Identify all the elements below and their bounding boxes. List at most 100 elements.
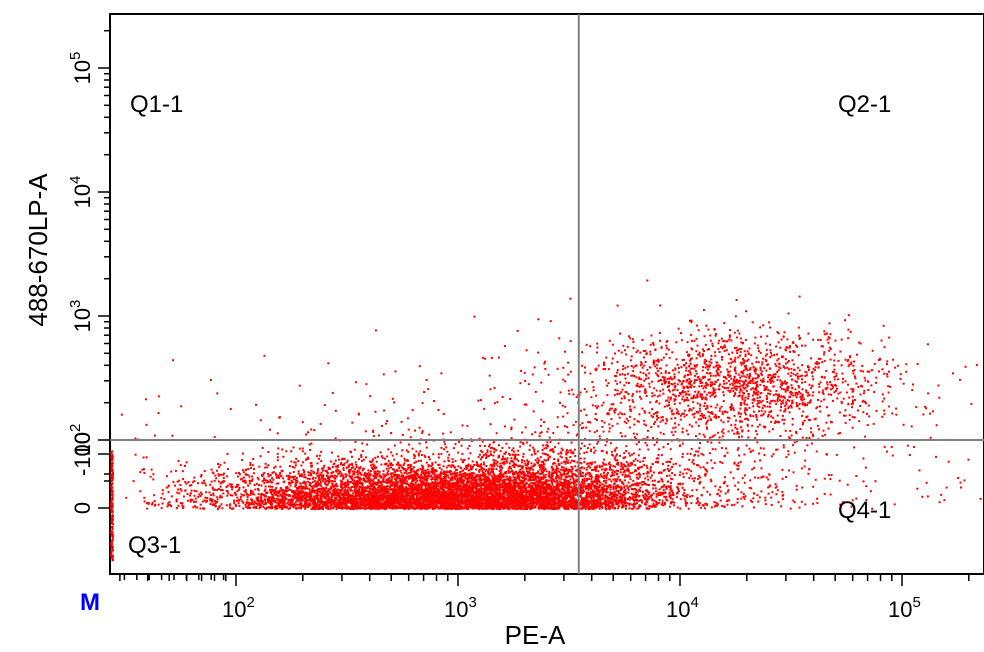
data-point xyxy=(372,463,374,466)
data-point xyxy=(478,476,481,479)
data-point xyxy=(437,507,440,510)
data-point xyxy=(321,489,324,492)
data-point xyxy=(263,471,266,474)
data-point xyxy=(386,485,389,488)
data-point xyxy=(150,468,153,471)
data-point xyxy=(645,503,648,506)
data-point xyxy=(348,472,351,475)
data-point xyxy=(295,506,298,509)
data-point xyxy=(271,481,274,484)
data-point xyxy=(555,503,557,506)
data-point xyxy=(220,503,223,506)
data-point xyxy=(580,507,583,510)
data-point xyxy=(470,494,473,497)
data-point xyxy=(301,491,304,494)
data-point xyxy=(472,476,475,479)
data-point xyxy=(392,507,395,510)
data-point xyxy=(258,507,261,510)
data-point xyxy=(153,500,156,503)
data-point xyxy=(366,498,369,501)
data-point xyxy=(449,499,452,502)
data-point xyxy=(312,476,315,479)
data-point xyxy=(523,471,526,474)
data-point xyxy=(308,496,311,499)
data-point xyxy=(631,453,633,456)
data-point xyxy=(335,493,337,496)
data-point xyxy=(413,455,416,458)
data-point xyxy=(194,497,197,500)
data-point xyxy=(351,470,354,473)
data-point xyxy=(484,473,487,476)
data-point xyxy=(203,499,206,502)
data-point xyxy=(269,480,272,483)
data-point xyxy=(239,478,242,481)
data-point xyxy=(370,496,373,499)
data-point xyxy=(251,464,254,467)
data-point xyxy=(400,471,403,474)
data-point xyxy=(257,503,260,506)
data-point xyxy=(387,478,390,481)
data-point xyxy=(320,471,323,474)
data-point xyxy=(507,503,510,506)
data-point xyxy=(583,477,586,480)
data-point xyxy=(242,480,245,483)
data-point xyxy=(406,468,409,471)
data-point xyxy=(296,480,299,483)
data-point xyxy=(367,471,370,474)
data-point xyxy=(361,450,364,453)
data-point xyxy=(482,454,485,456)
data-point xyxy=(660,503,663,506)
data-point xyxy=(564,483,567,486)
data-point xyxy=(439,501,442,504)
data-point xyxy=(475,495,478,498)
data-point xyxy=(348,498,351,501)
data-point xyxy=(241,469,244,472)
data-point xyxy=(361,507,364,509)
data-point xyxy=(161,489,164,492)
data-point xyxy=(464,504,467,507)
data-point xyxy=(456,486,459,489)
data-point xyxy=(415,489,418,492)
data-point xyxy=(579,507,582,510)
data-point xyxy=(352,466,355,469)
data-point xyxy=(355,505,358,508)
data-point xyxy=(484,507,487,510)
data-point xyxy=(511,449,514,452)
data-point xyxy=(435,470,438,473)
data-point xyxy=(384,507,386,510)
data-point xyxy=(310,493,313,496)
data-point xyxy=(401,491,404,494)
data-point xyxy=(273,497,275,500)
data-point xyxy=(210,494,212,496)
data-point xyxy=(419,492,422,495)
data-point xyxy=(204,484,207,487)
data-point xyxy=(262,493,265,496)
data-point xyxy=(421,475,424,478)
data-point xyxy=(391,495,394,497)
data-point xyxy=(386,496,389,499)
data-point xyxy=(341,486,344,489)
data-point xyxy=(308,477,311,480)
data-point xyxy=(168,504,171,506)
data-point xyxy=(461,507,464,510)
data-point xyxy=(364,472,367,475)
data-point xyxy=(414,478,417,481)
data-point xyxy=(553,458,556,460)
data-point xyxy=(344,496,346,499)
data-point xyxy=(526,495,529,498)
data-point xyxy=(243,490,246,493)
data-point xyxy=(235,472,238,475)
data-point xyxy=(283,500,286,503)
data-point xyxy=(447,483,450,486)
data-point xyxy=(278,501,281,503)
data-point xyxy=(438,466,441,469)
data-point xyxy=(413,461,416,464)
data-point xyxy=(407,450,410,453)
data-point xyxy=(265,506,268,509)
data-point xyxy=(496,464,499,467)
data-point xyxy=(445,466,448,469)
data-point xyxy=(329,488,331,491)
data-point xyxy=(501,476,504,478)
data-point xyxy=(376,487,379,490)
data-point xyxy=(285,474,288,477)
